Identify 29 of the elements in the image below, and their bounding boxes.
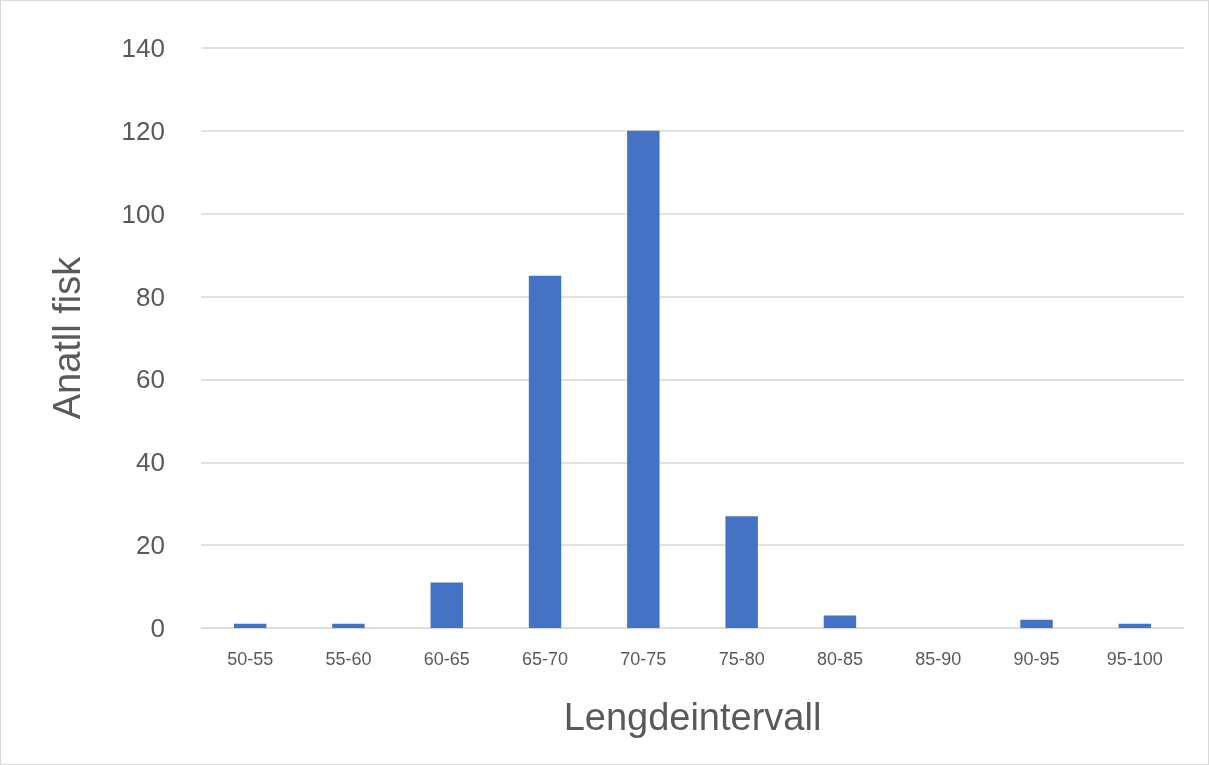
y-axis-title: Anatll fisk bbox=[46, 255, 88, 420]
y-tick-label: 60 bbox=[136, 364, 165, 395]
bar bbox=[233, 623, 267, 628]
bar bbox=[528, 275, 562, 628]
y-tick-label: 80 bbox=[136, 281, 165, 312]
bar bbox=[627, 130, 660, 628]
bar bbox=[823, 615, 857, 628]
y-tick-label: 40 bbox=[136, 447, 165, 478]
bar bbox=[1020, 619, 1053, 628]
x-tick-label: 55-60 bbox=[325, 649, 372, 669]
x-tick-label: 95-100 bbox=[1106, 649, 1163, 669]
x-axis-title: Lengdeintervall bbox=[563, 696, 822, 738]
x-tick-label: 50-55 bbox=[227, 649, 274, 669]
x-tick-label: 90-95 bbox=[1013, 649, 1060, 669]
x-tick-label: 85-90 bbox=[915, 649, 962, 669]
x-tick-label: 75-80 bbox=[718, 649, 765, 669]
x-tick-label: 65-70 bbox=[522, 649, 569, 669]
x-tick-label: 80-85 bbox=[816, 649, 863, 669]
x-tick-label: 60-65 bbox=[423, 649, 470, 669]
y-tick-label: 140 bbox=[121, 33, 165, 63]
y-tick-label: 20 bbox=[136, 530, 165, 561]
bar bbox=[725, 516, 758, 628]
bar bbox=[430, 582, 463, 628]
y-tick-label: 120 bbox=[121, 115, 165, 146]
bar bbox=[332, 623, 365, 628]
bar bbox=[1118, 623, 1152, 628]
y-tick-label: 0 bbox=[150, 613, 165, 643]
x-tick-label: 70-75 bbox=[620, 649, 667, 669]
y-tick-label: 100 bbox=[121, 198, 165, 229]
